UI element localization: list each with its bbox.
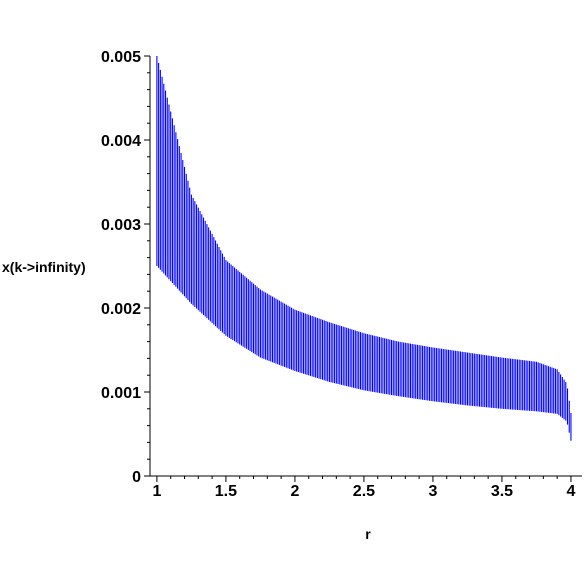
y-tick-label: 0.005 <box>101 49 141 66</box>
x-tick-label: 2 <box>290 483 299 500</box>
axes <box>149 56 582 477</box>
y-tick-label: 0.002 <box>101 301 141 318</box>
x-tick-label: 3 <box>428 483 437 500</box>
x-tick-label: 1.5 <box>215 483 237 500</box>
x-tick-label: 4 <box>567 483 576 500</box>
x-tick-label: 1 <box>152 483 161 500</box>
y-tick-label: 0.001 <box>101 385 141 402</box>
x-tick-label: 2.5 <box>353 483 375 500</box>
data-bars <box>156 56 572 441</box>
y-tick-label: 0.003 <box>101 217 141 234</box>
y-axis-title: x(k->infinity) <box>2 259 86 275</box>
axis-ticks <box>144 55 572 482</box>
x-tick-label: 3.5 <box>491 483 513 500</box>
x-axis-title: r <box>365 526 371 542</box>
y-tick-label: 0.004 <box>101 133 141 150</box>
tick-labels: 0 0.001 0.002 0.003 0.004 0.005 1 1.5 2 2.5 3 3.5 4 <box>101 49 576 500</box>
y-tick-label: 0 <box>132 469 141 486</box>
